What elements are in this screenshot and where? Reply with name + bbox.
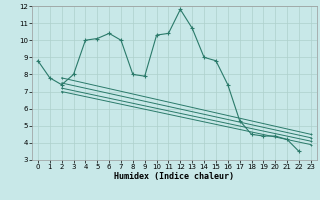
X-axis label: Humidex (Indice chaleur): Humidex (Indice chaleur) xyxy=(115,172,234,181)
